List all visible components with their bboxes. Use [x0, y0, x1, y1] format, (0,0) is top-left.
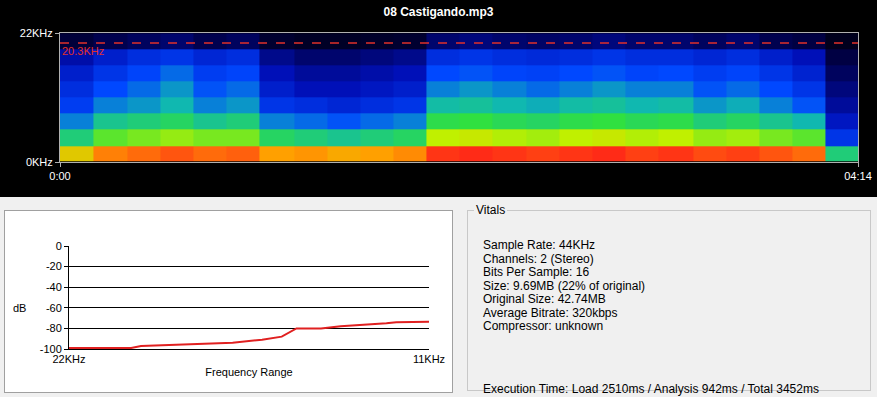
- svg-text:0: 0: [56, 240, 62, 252]
- svg-text:Frequency Range: Frequency Range: [205, 366, 292, 378]
- html-text:Execution Time: Load 2510ms /: Execution Time: Load 2510ms / Analysis 9…: [483, 382, 819, 396]
- svg-text:-20: -20: [46, 260, 62, 272]
- html-text:Channels: 2 (Stereo): Channels: 2 (Stereo): [483, 251, 594, 266]
- svg-text:04:14: 04:14: [844, 170, 872, 182]
- html-text:Sample Rate: 44KHz: Sample Rate: 44KHz: [483, 238, 596, 252]
- html-text:Compressor: unknown: Compressor: unknown: [483, 319, 604, 333]
- html-text:Vitals: Vitals: [476, 203, 506, 217]
- html-text:Average Bitrate: 320kbps: Average Bitrate: 320kbps: [483, 305, 618, 320]
- svg-text:08 Castigando.mp3: 08 Castigando.mp3: [383, 5, 493, 19]
- html-text:Bits Per Sample: 16: Bits Per Sample: 16: [483, 265, 590, 279]
- svg-text:20.3KHz: 20.3KHz: [62, 45, 104, 57]
- html-text:Original Size: 42.74MB: Original Size: 42.74MB: [483, 292, 606, 306]
- svg-text:-40: -40: [46, 281, 62, 293]
- svg-text:0:00: 0:00: [49, 170, 70, 182]
- svg-text:0KHz: 0KHz: [26, 156, 53, 168]
- svg-text:11KHz: 11KHz: [413, 353, 445, 365]
- html-text:Size: 9.69MB (22% of original): Size: 9.69MB (22% of original): [483, 278, 646, 293]
- svg-text:22KHz: 22KHz: [52, 353, 85, 365]
- svg-text:-60: -60: [46, 302, 62, 314]
- svg-text:dB: dB: [13, 302, 26, 314]
- svg-text:22KHz: 22KHz: [20, 27, 53, 39]
- svg-text:-100: -100: [40, 343, 62, 355]
- svg-text:-80: -80: [46, 322, 62, 334]
